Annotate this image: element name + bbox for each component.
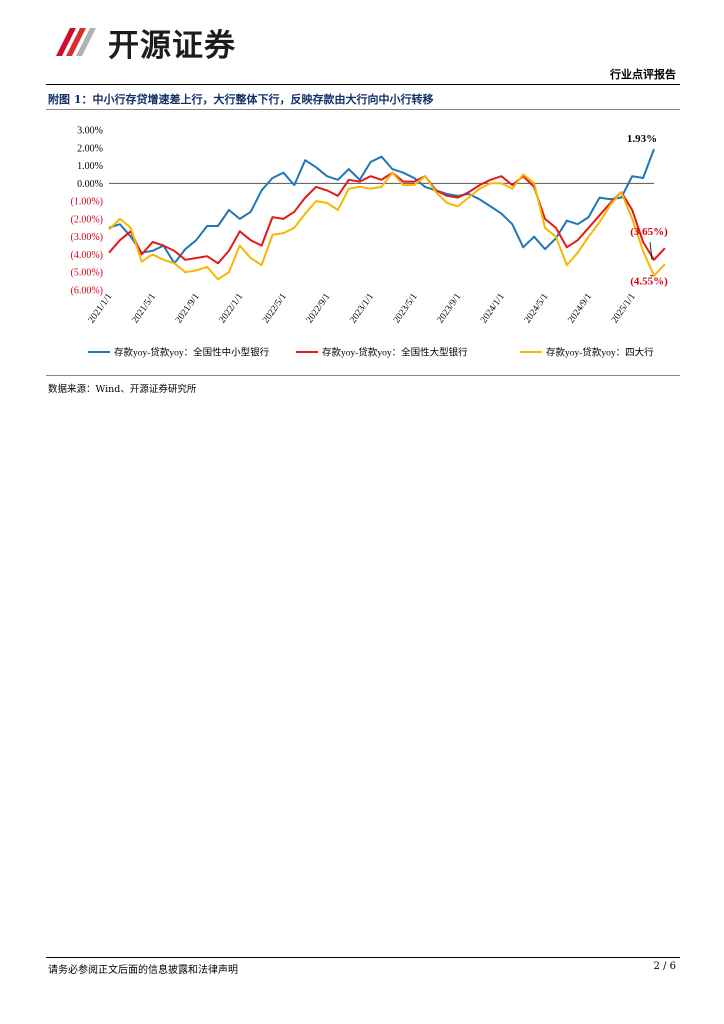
y-tick-label: (4.00%) — [71, 250, 104, 261]
line-chart: 3.00% 2.00% 1.00% 0.00% (1.00%) (2.00%) (3.00%… — [71, 126, 669, 359]
x-tick-label: 2023/5/1 — [392, 292, 420, 326]
logo-icon — [56, 28, 96, 56]
x-tick-label: 2025/1/1 — [610, 292, 638, 326]
brand-logo: 开源证券 — [52, 22, 236, 64]
data-source: 数据来源：Wind、开源证券研究所 — [48, 384, 197, 395]
y-tick-label: 0.00% — [77, 179, 103, 190]
x-tick-label: 2022/5/1 — [261, 292, 289, 326]
report-type: 行业点评报告 — [610, 68, 676, 81]
chart-divider — [46, 375, 680, 376]
legend-label: 存款yoy-贷款yoy：全国性中小型银行 — [114, 347, 270, 359]
x-tick-label: 2021/5/1 — [130, 292, 158, 326]
footer-disclaimer: 请务必参阅正文后面的信息披露和法律声明 — [48, 965, 238, 976]
x-tick-label: 2022/9/1 — [305, 292, 333, 326]
x-tick-label: 2021/1/1 — [87, 292, 115, 326]
x-tick-label: 2024/9/1 — [566, 292, 594, 326]
figure-title: 附图 1：中小行存贷增速差上行，大行整体下行，反映存款由大行向中小行转移 — [48, 93, 434, 106]
y-tick-label: 1.00% — [77, 161, 103, 172]
y-tick-label: (2.00%) — [71, 214, 104, 225]
y-tick-label: 3.00% — [77, 126, 103, 137]
footer-divider — [46, 957, 680, 958]
x-tick-label: 2022/1/1 — [218, 292, 246, 326]
x-tick-label: 2023/1/1 — [348, 292, 376, 326]
legend-label: 存款yoy-贷款yoy：全国性大型银行 — [322, 347, 468, 359]
annotation-label: (3.65%) — [630, 226, 668, 238]
series-line-1 — [108, 171, 666, 265]
legend-label: 存款yoy-贷款yoy：四大行 — [546, 347, 654, 359]
y-tick-label: (3.00%) — [71, 232, 104, 243]
series-line-0 — [108, 148, 655, 265]
x-tick-label: 2023/9/1 — [436, 292, 464, 326]
y-tick-label: 2.00% — [77, 143, 103, 154]
header-divider — [46, 84, 680, 85]
x-tick-label: 2024/1/1 — [479, 292, 507, 326]
x-tick-label: 2024/5/1 — [523, 292, 551, 326]
y-tick-label: (6.00%) — [71, 286, 104, 297]
y-tick-label: (1.00%) — [71, 197, 104, 208]
logo-text: 开源证券 — [108, 27, 236, 64]
page-number: 2 / 6 — [653, 961, 676, 972]
annotation-leader — [649, 241, 653, 260]
x-tick-label: 2021/9/1 — [174, 292, 202, 326]
annotation-label: (4.55%) — [630, 276, 668, 288]
annotation-label: 1.93% — [627, 133, 657, 145]
y-tick-label: (5.00%) — [71, 268, 104, 279]
series-line-2 — [108, 171, 666, 281]
title-divider — [46, 109, 680, 110]
